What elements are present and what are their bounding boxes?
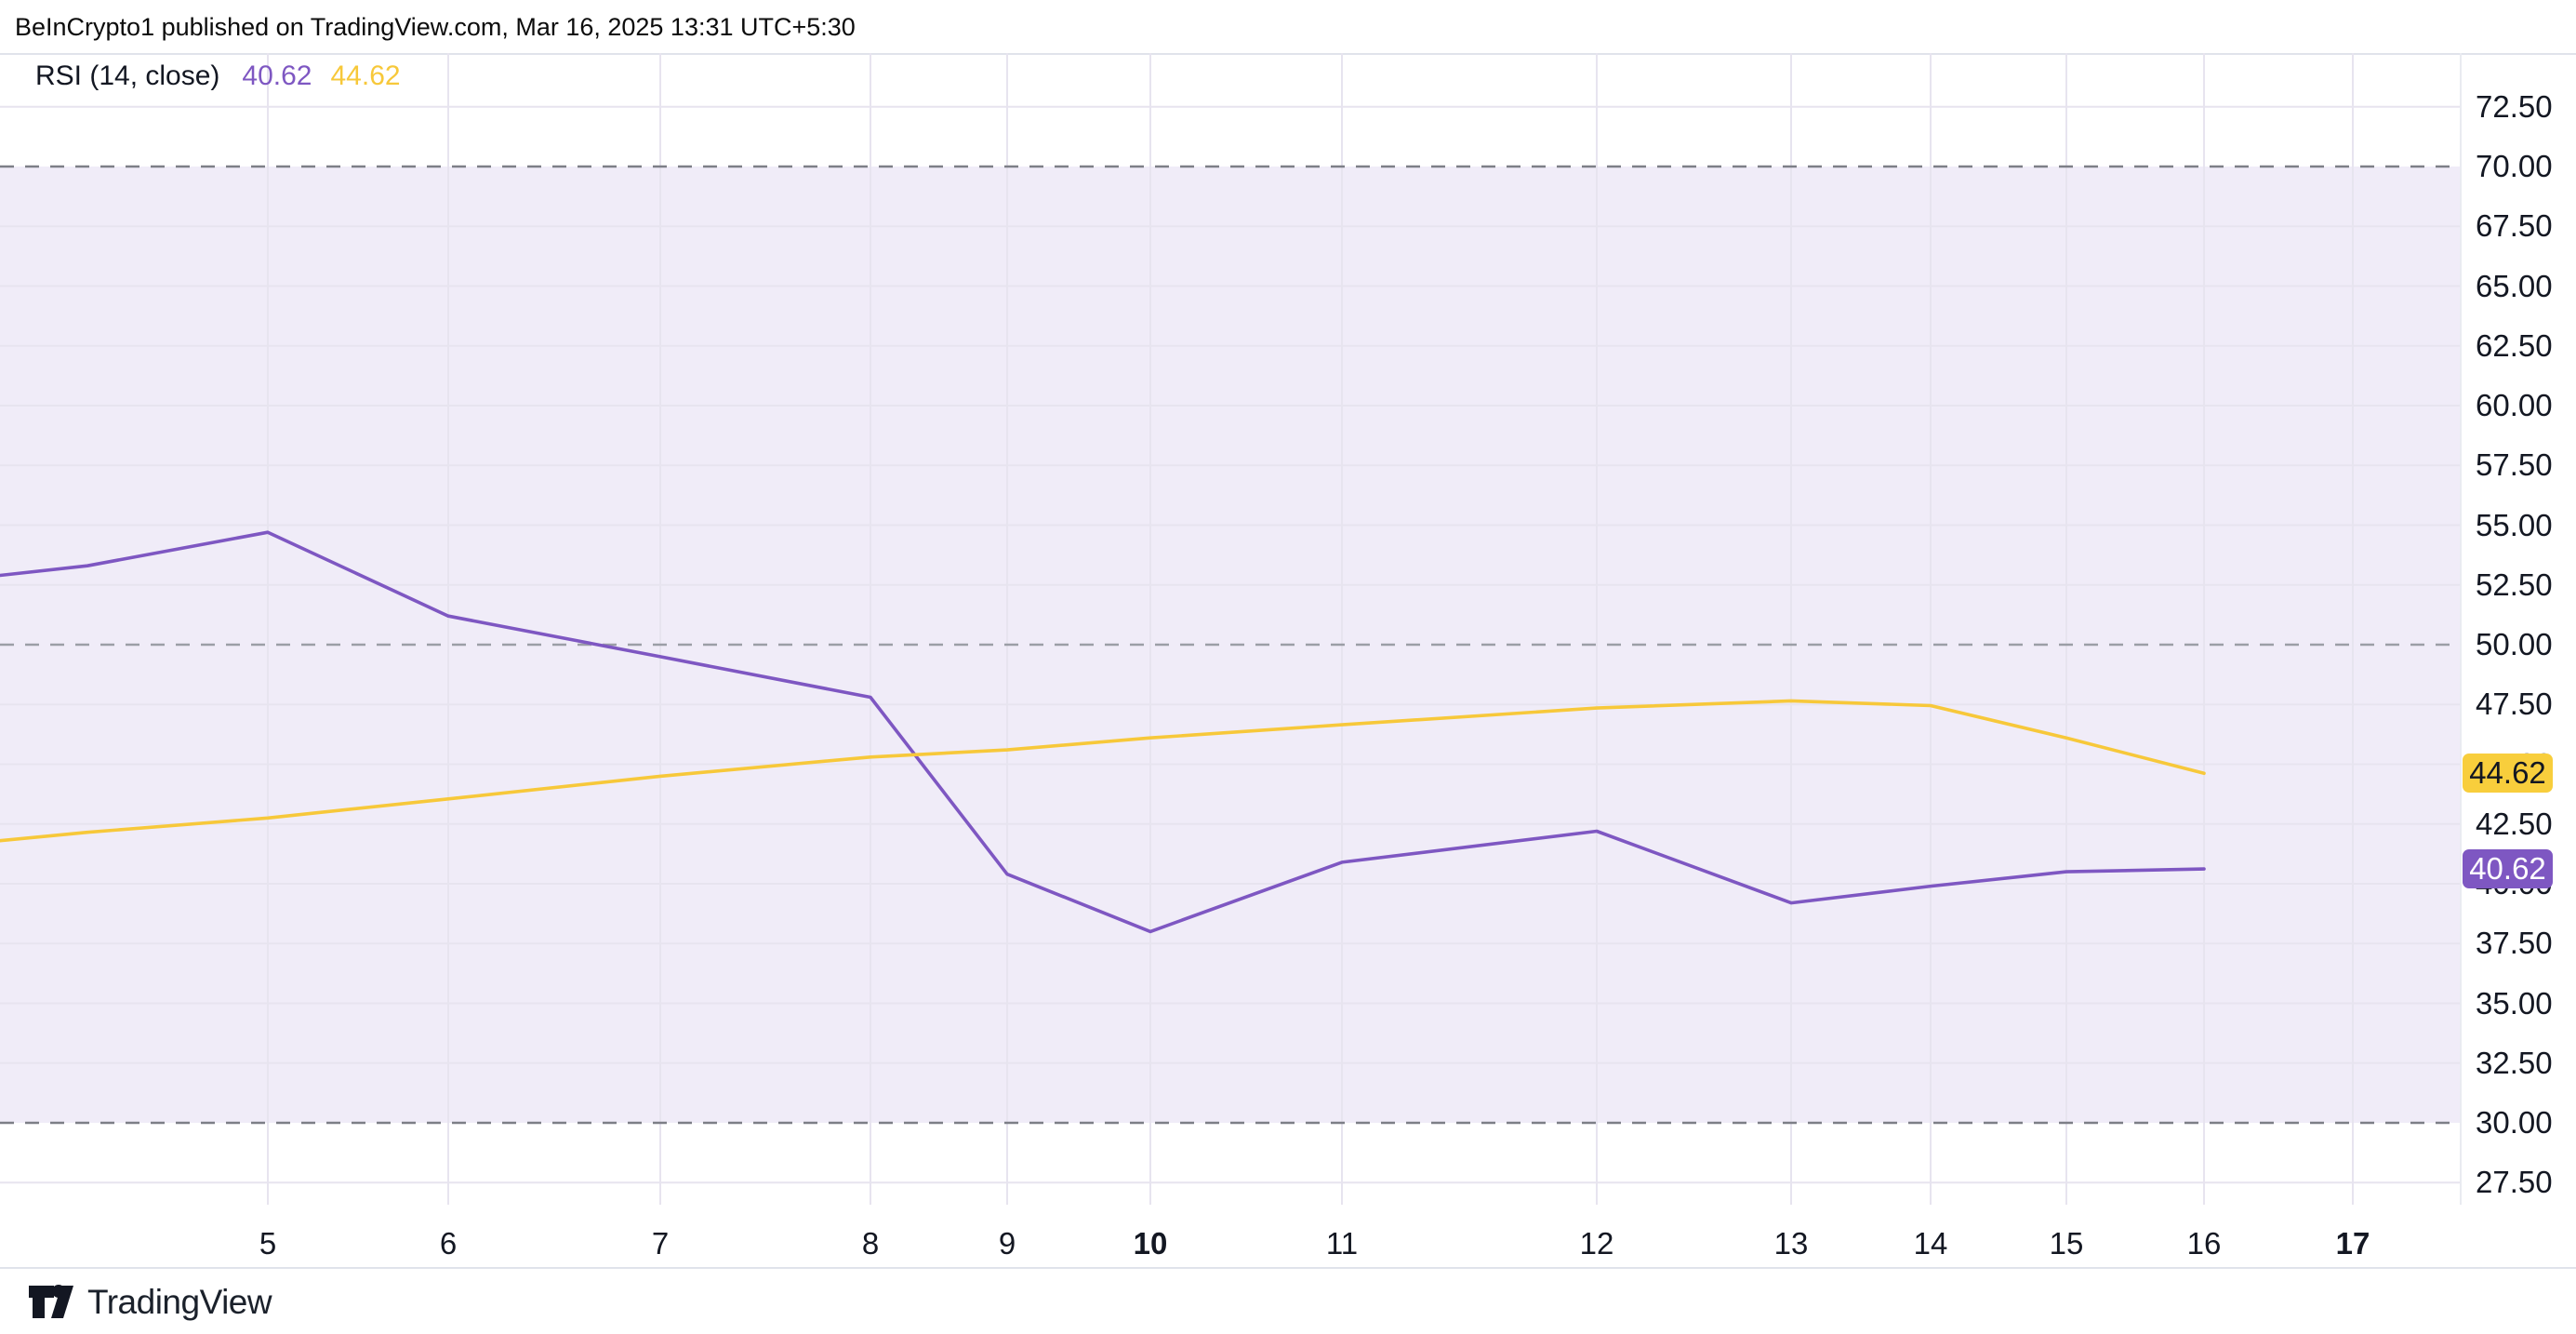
time-tick-label: 15 [2049,1226,2084,1261]
price-tick-label: 52.50 [2476,567,2553,602]
indicator-legend[interactable]: RSI (14, close) 40.62 44.62 [35,56,401,97]
price-tick-label: 67.50 [2476,208,2553,244]
time-tick-label: 6 [439,1226,458,1261]
price-tick-label: 60.00 [2476,388,2553,422]
price-tick-label: 55.00 [2476,507,2553,542]
price-tick-label: 35.00 [2476,985,2553,1021]
time-tick-label: 8 [861,1226,880,1261]
price-tick-label: 57.50 [2476,447,2553,483]
price-tick-label: 62.50 [2476,327,2553,363]
rsi-price-badge: 40.62 [2463,849,2553,889]
price-tick-label: 32.50 [2476,1045,2553,1080]
indicator-title: RSI (14, close) [35,60,220,91]
tradingview-footer[interactable]: TradingView [28,1280,272,1325]
price-tick-label: 72.50 [2476,88,2553,124]
price-tick-label: 70.00 [2476,149,2553,183]
tradingview-wordmark: TradingView [87,1283,272,1321]
ma-legend-value: 44.62 [330,60,401,91]
time-tick-label: 10 [1133,1226,1168,1261]
price-tick-label: 27.50 [2476,1165,2553,1200]
time-tick-label: 11 [1325,1226,1359,1261]
tradingview-logo-icon [29,1285,73,1318]
axis-separator [2460,53,2462,1205]
time-tick-label: 14 [1913,1226,1948,1261]
price-tick-label: 65.00 [2476,268,2553,303]
ma-price-badge: 44.62 [2463,754,2553,794]
bottom-border [0,1267,2576,1269]
time-tick-label: 17 [2335,1226,2370,1261]
time-tick-label: 7 [651,1226,670,1261]
time-tick-label: 9 [998,1226,1016,1261]
price-tick-label: 50.00 [2476,627,2553,661]
price-tick-label: 37.50 [2476,926,2553,961]
price-tick-label: 42.50 [2476,806,2553,841]
time-tick-label: 13 [1773,1226,1809,1261]
top-border [0,53,2576,55]
time-tick-label: 12 [1579,1226,1614,1261]
price-tick-label: 30.00 [2476,1105,2553,1140]
rsi-legend-value: 40.62 [242,60,312,91]
price-tick-label: 47.50 [2476,687,2553,722]
time-tick-label: 16 [2186,1226,2222,1261]
attribution-text: BeInCrypto1 published on TradingView.com… [15,13,856,41]
time-tick-label: 5 [259,1226,277,1261]
